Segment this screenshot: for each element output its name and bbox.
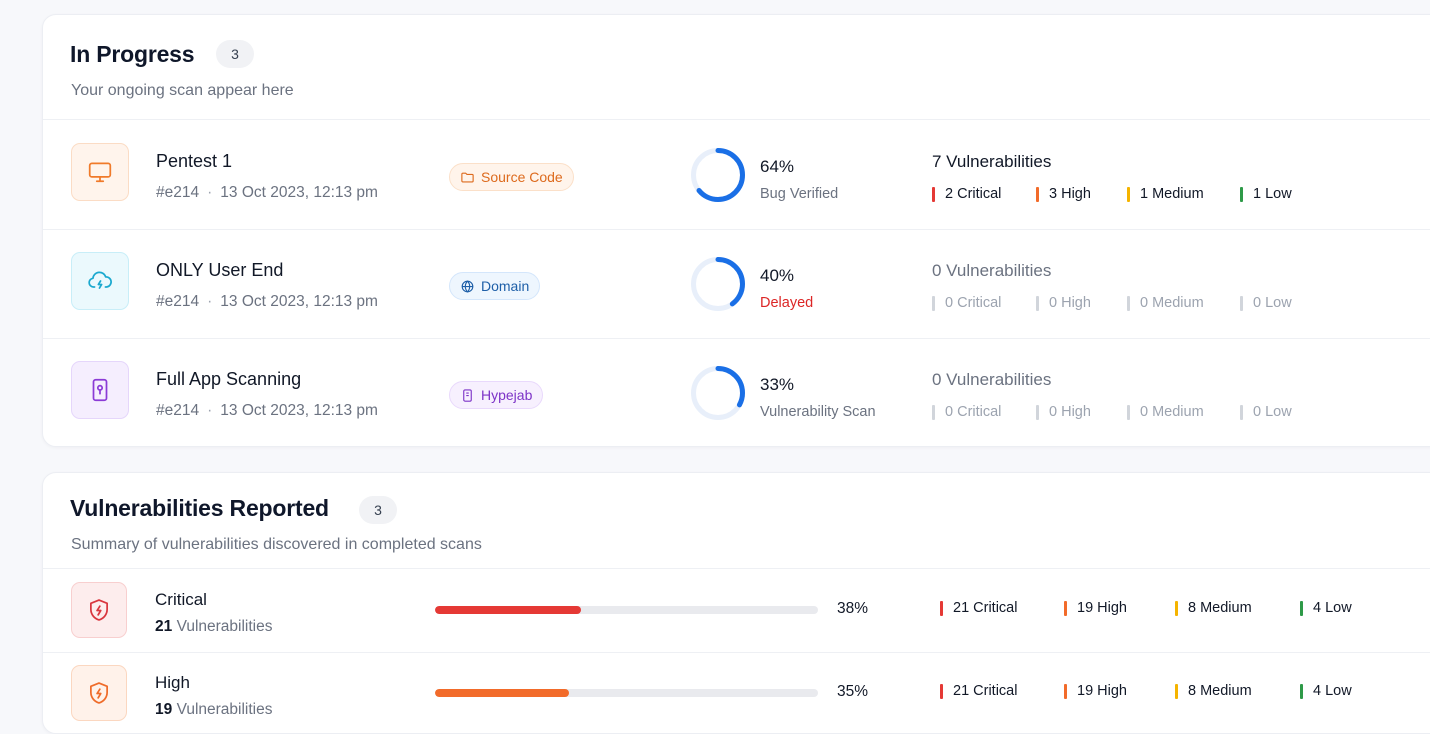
severity-progress-fill	[435, 606, 581, 614]
progress-ring	[691, 257, 745, 311]
severity-critical: 21 Critical	[940, 683, 1017, 699]
scan-status: Bug Verified	[760, 186, 839, 202]
vulnerability-total: 0 Vulnerabilities	[932, 261, 1052, 280]
severity-low: 0 Low	[1240, 404, 1292, 420]
vulnerabilities-reported-card: Vulnerabilities Reported 3 Summary of vu…	[42, 472, 1430, 734]
severity-progress-bar	[435, 606, 818, 614]
vulnerability-total: 0 Vulnerabilities	[932, 370, 1052, 389]
severity-count: 21 Vulnerabilities	[155, 618, 273, 635]
progress-percent: 40%	[760, 266, 795, 285]
in-progress-header: In Progress 3 Your ongoing scan appear h…	[43, 15, 1430, 120]
severity-low: 4 Low	[1300, 600, 1352, 616]
severity-high: 19 High	[1064, 600, 1127, 616]
vulnerability-row[interactable]: Critical 21 Vulnerabilities 38% 21 Criti…	[43, 569, 1430, 653]
scan-name[interactable]: ONLY User End	[156, 260, 284, 280]
severity-critical: 21 Critical	[940, 600, 1017, 616]
severity-name: High	[155, 673, 190, 692]
severity-medium: 0 Medium	[1127, 404, 1204, 420]
severity-name: Critical	[155, 590, 207, 609]
severity-low: 0 Low	[1240, 295, 1292, 311]
vulnerability-total: 7 Vulnerabilities	[932, 152, 1052, 171]
cloud-lightning-icon	[71, 252, 129, 310]
severity-medium: 1 Medium	[1127, 186, 1204, 202]
folder-icon	[461, 172, 474, 182]
app-icon	[463, 388, 472, 402]
severity-high: 19 High	[1064, 683, 1127, 699]
severity-medium: 0 Medium	[1127, 295, 1204, 311]
scan-type-label: Hypejab	[481, 387, 533, 403]
scan-type-label: Source Code	[481, 169, 563, 185]
scan-status: Delayed	[760, 295, 814, 311]
scan-type-tag: Domain	[449, 272, 541, 300]
vulnerabilities-reported-count-badge: 3	[359, 496, 397, 524]
vulnerabilities-reported-subtitle: Summary of vulnerabilities discovered in…	[71, 536, 482, 553]
in-progress-card: In Progress 3 Your ongoing scan appear h…	[42, 14, 1430, 447]
vulnerability-row[interactable]: High 19 Vulnerabilities 35% 21 Critical …	[43, 652, 1430, 733]
scan-type-tag: Hypejab	[449, 381, 544, 409]
shield-bolt-icon	[71, 582, 127, 638]
severity-percent: 35%	[837, 683, 869, 700]
scan-meta: #e214 · 13 Oct 2023, 12:13 pm	[156, 184, 378, 201]
scan-id: #e214	[156, 184, 200, 201]
scan-row[interactable]: Pentest 1 #e214 · 13 Oct 2023, 12:13 pm So…	[43, 120, 1430, 230]
severity-medium: 8 Medium	[1175, 600, 1252, 616]
scan-name[interactable]: Pentest 1	[156, 151, 233, 171]
severity-progress-fill	[435, 689, 570, 697]
severity-critical: 2 Critical	[932, 186, 1001, 202]
scan-meta: #e214 · 13 Oct 2023, 12:13 pm	[156, 293, 378, 310]
severity-high: 0 High	[1036, 404, 1091, 420]
globe-icon	[461, 279, 474, 293]
severity-count: 19 Vulnerabilities	[155, 701, 273, 718]
scan-meta: #e214 · 13 Oct 2023, 12:13 pm	[156, 402, 378, 419]
scan-id: #e214	[156, 293, 200, 310]
severity-critical: 0 Critical	[932, 295, 1001, 311]
progress-percent: 33%	[760, 375, 795, 394]
vulnerabilities-reported-header: Vulnerabilities Reported 3 Summary of vu…	[43, 473, 1430, 569]
severity-percent: 38%	[837, 600, 869, 617]
scan-id: #e214	[156, 402, 200, 419]
shield-bolt-icon	[71, 665, 127, 721]
progress-ring	[691, 366, 745, 420]
severity-high: 3 High	[1036, 186, 1091, 202]
scan-type-tag: Source Code	[449, 163, 574, 191]
in-progress-title: In Progress	[70, 41, 195, 67]
scan-date: 13 Oct 2023, 12:13 pm	[220, 184, 378, 201]
scan-date: 13 Oct 2023, 12:13 pm	[220, 293, 378, 310]
severity-medium: 8 Medium	[1175, 683, 1252, 699]
scan-row[interactable]: ONLY User End #e214 · 13 Oct 2023, 12:13 p…	[43, 229, 1430, 339]
scan-type-label: Domain	[481, 278, 530, 294]
scan-name[interactable]: Full App Scanning	[156, 369, 302, 389]
in-progress-subtitle: Your ongoing scan appear here	[71, 82, 294, 99]
progress-percent: 64%	[760, 157, 795, 176]
monitor-icon	[71, 143, 129, 201]
in-progress-count-badge: 3	[216, 40, 254, 68]
severity-critical: 0 Critical	[932, 404, 1001, 420]
scan-status: Vulnerability Scan	[760, 404, 876, 420]
scan-date: 13 Oct 2023, 12:13 pm	[220, 402, 378, 419]
progress-ring	[691, 148, 745, 202]
mobile-lock-icon	[71, 361, 129, 419]
severity-progress-bar	[435, 689, 818, 697]
severity-low: 1 Low	[1240, 186, 1292, 202]
severity-low: 4 Low	[1300, 683, 1352, 699]
severity-high: 0 High	[1036, 295, 1091, 311]
vulnerabilities-reported-title: Vulnerabilities Reported	[70, 495, 329, 521]
scan-row[interactable]: Full App Scanning #e214 · 13 Oct 2023, 12:…	[43, 338, 1430, 446]
